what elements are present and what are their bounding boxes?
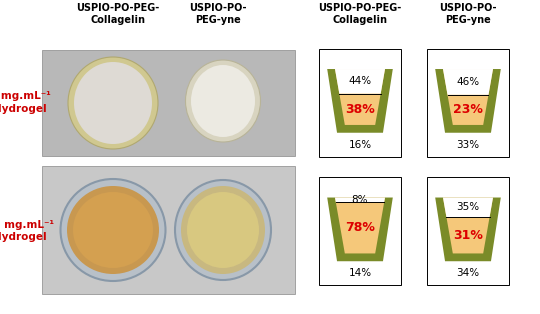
- Bar: [42, 166, 295, 294]
- Text: 16%: 16%: [348, 140, 372, 149]
- Bar: [319, 48, 401, 156]
- Ellipse shape: [187, 192, 259, 268]
- Ellipse shape: [186, 60, 260, 142]
- Ellipse shape: [181, 186, 265, 274]
- Polygon shape: [443, 198, 493, 253]
- Polygon shape: [335, 69, 385, 94]
- Bar: [319, 177, 401, 285]
- Ellipse shape: [175, 180, 271, 280]
- Polygon shape: [443, 198, 493, 217]
- Bar: [427, 177, 509, 285]
- Polygon shape: [435, 69, 501, 133]
- Text: 14%: 14%: [348, 268, 372, 278]
- Polygon shape: [327, 198, 393, 261]
- Text: 44%: 44%: [348, 76, 372, 86]
- Polygon shape: [443, 69, 493, 125]
- Text: USPIO-PO-PEG-
Collagelin: USPIO-PO-PEG- Collagelin: [76, 3, 160, 25]
- Bar: [427, 48, 509, 156]
- Polygon shape: [435, 198, 501, 261]
- Text: USPIO-PO-
PEG-yne: USPIO-PO- PEG-yne: [439, 3, 497, 25]
- Ellipse shape: [68, 57, 158, 149]
- Ellipse shape: [67, 186, 159, 274]
- Text: 33%: 33%: [456, 140, 480, 149]
- Text: USPIO-PO-
PEG-yne: USPIO-PO- PEG-yne: [189, 3, 247, 25]
- Text: 10 mg.mL⁻¹
Hydrogel: 10 mg.mL⁻¹ Hydrogel: [0, 220, 54, 242]
- Text: 23%: 23%: [453, 103, 483, 116]
- Polygon shape: [327, 69, 393, 133]
- Text: 3 mg.mL⁻¹
Hydrogel: 3 mg.mL⁻¹ Hydrogel: [0, 91, 50, 114]
- Text: 35%: 35%: [456, 202, 480, 212]
- Text: USPIO-PO-PEG-
Collagelin: USPIO-PO-PEG- Collagelin: [319, 3, 402, 25]
- Ellipse shape: [191, 65, 255, 137]
- Text: 78%: 78%: [345, 221, 375, 234]
- Bar: [42, 50, 295, 156]
- Ellipse shape: [73, 192, 153, 268]
- Text: 31%: 31%: [453, 229, 483, 242]
- Text: 46%: 46%: [456, 77, 480, 87]
- Polygon shape: [335, 198, 385, 253]
- Polygon shape: [443, 69, 493, 95]
- Polygon shape: [335, 198, 385, 202]
- Text: 38%: 38%: [345, 103, 375, 116]
- Text: 34%: 34%: [456, 268, 480, 278]
- Text: 8%: 8%: [352, 195, 368, 205]
- Ellipse shape: [74, 62, 152, 144]
- Polygon shape: [335, 69, 385, 125]
- Ellipse shape: [60, 179, 165, 281]
